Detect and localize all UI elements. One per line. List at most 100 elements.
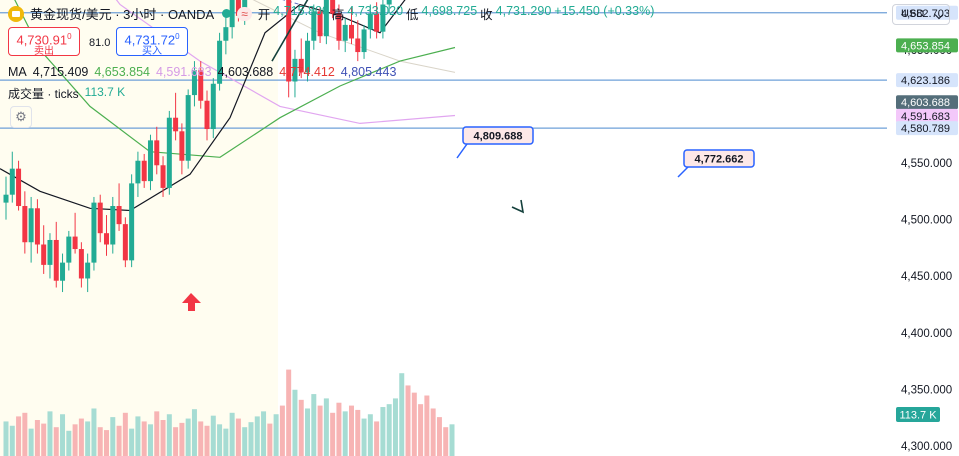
price-tag-text: 4,603.688 <box>901 97 950 109</box>
volume-bar <box>392 398 398 456</box>
price-callout-text: 4,772.662 <box>695 154 744 166</box>
open-label: 开 <box>257 8 271 22</box>
volume-bar <box>267 423 273 456</box>
candle-body <box>223 27 229 41</box>
market-open-icon <box>222 9 232 18</box>
volume-bar <box>104 430 110 456</box>
candle-body <box>3 194 9 203</box>
ma-legend[interactable]: MA 4,715.409 4,653.854 4,591.683 4,603.6… <box>8 65 396 79</box>
ma-value-1: 4,715.409 <box>32 65 89 79</box>
volume-bar <box>122 412 128 456</box>
volume-bar <box>399 373 405 456</box>
volume-bar <box>374 421 380 456</box>
candle-body <box>147 140 153 182</box>
candle-body <box>305 40 311 73</box>
ma-value-6: 4,805.443 <box>340 65 397 79</box>
gear-icon[interactable]: ⚙ <box>10 106 32 128</box>
candle-body <box>154 140 160 166</box>
volume-bar <box>210 415 216 456</box>
candle-body <box>355 38 361 53</box>
price-tag-box <box>896 121 958 136</box>
volume-bar <box>217 424 223 456</box>
open-value: 4,715.800 <box>273 4 329 18</box>
candle-body <box>210 83 216 130</box>
y-axis-tick-label: 4,350.000 <box>901 384 952 396</box>
price-tag-box <box>896 108 958 123</box>
y-axis-tick-label: 4,300.000 <box>901 441 952 453</box>
volume-bar <box>229 412 235 456</box>
volume-bar <box>72 424 78 456</box>
currency-select[interactable]: USD <box>892 4 950 25</box>
ma-value-4: 4,603.688 <box>217 65 274 79</box>
candle-body <box>173 117 179 132</box>
high-value: 4,733.020 <box>347 4 404 18</box>
volume-bar <box>154 411 160 456</box>
price-tag-text: 4,591.683 <box>901 111 950 123</box>
volume-bar <box>78 418 84 456</box>
price-callout-text: 4,809.688 <box>474 131 523 143</box>
volume-bar <box>66 430 72 456</box>
volume-bar <box>147 424 153 456</box>
volume-bar <box>242 427 248 456</box>
volume-tag-text: 113.7 K <box>899 410 937 422</box>
gold-coin-icon <box>8 5 24 22</box>
candle-body <box>166 117 172 188</box>
high-label: 高 <box>331 8 345 22</box>
candle-body <box>217 40 223 84</box>
buy-button[interactable]: 4,731.720 买入 <box>116 27 188 57</box>
candle-body <box>342 24 348 41</box>
volume-bar <box>185 418 191 456</box>
volume-bar <box>336 402 342 456</box>
spread-value: 81.0 <box>89 37 111 49</box>
volume-bar <box>53 427 59 456</box>
candle-body <box>9 168 15 195</box>
candle-body <box>286 0 292 82</box>
volume-legend[interactable]: 成交量 · ticks 113.7 K <box>8 85 125 102</box>
candle-body <box>380 4 386 32</box>
y-axis-tick-label: 4,450.000 <box>901 271 952 283</box>
candle-body <box>34 208 40 245</box>
price-tag-box <box>896 73 958 88</box>
volume-bar <box>405 385 411 456</box>
candle-body <box>367 13 373 30</box>
volume-bar <box>179 422 185 456</box>
chart-header: 黄金现货/美元 · 3小时 · OANDA ≈ 开 4,715.800 高 4,73… <box>8 4 654 23</box>
candle-body <box>72 236 78 250</box>
ma-value-2: 4,653.854 <box>94 65 150 79</box>
candle-body <box>361 29 367 53</box>
volume-bar <box>355 409 361 456</box>
candle-body <box>185 95 191 161</box>
volume-bar <box>41 423 47 456</box>
volume-bar <box>91 408 97 456</box>
volume-bar <box>166 414 172 456</box>
candle-body <box>348 24 354 39</box>
candle-body <box>336 13 342 41</box>
candle-body <box>66 236 72 263</box>
symbol-title[interactable]: 黄金现货/美元 · 3小时 · OANDA <box>30 7 215 22</box>
y-axis-tick-label: 4,400.000 <box>901 328 952 340</box>
close-value: 4,731.290 <box>495 4 552 18</box>
price-callout-pointer <box>677 166 689 178</box>
candle-body <box>229 0 235 28</box>
volume-bar <box>135 416 141 456</box>
sell-button[interactable]: 4,730.910 卖出 <box>8 27 80 57</box>
volume-bar <box>342 411 348 456</box>
price-tag-box <box>896 95 958 110</box>
candle-body <box>317 11 323 37</box>
volume-bar <box>254 416 260 456</box>
volume-bar <box>60 414 66 456</box>
y-axis-tick-label: 4,550.000 <box>901 158 952 170</box>
ma2-line <box>14 0 456 158</box>
candle-body <box>78 249 84 279</box>
price-callout-box <box>683 149 755 168</box>
volume-bar <box>160 420 166 456</box>
candle-body <box>97 202 103 234</box>
volume-bar <box>248 422 254 456</box>
price-tag-box <box>896 38 958 53</box>
candle-body <box>330 0 336 14</box>
price-tag-text: 4,580.789 <box>901 123 950 135</box>
candle-body <box>160 165 166 188</box>
candle-body <box>298 58 304 73</box>
volume-bar <box>449 424 455 456</box>
